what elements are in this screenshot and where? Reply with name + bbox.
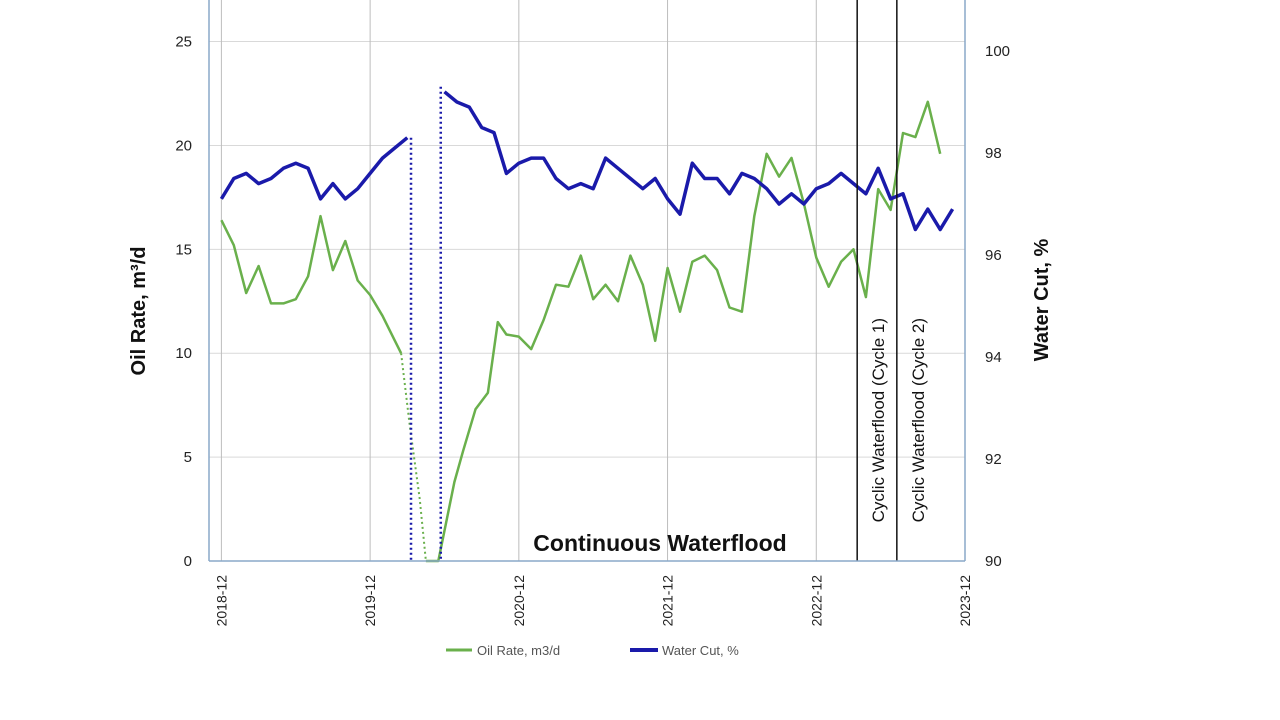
y-right-tick-label: 100 [985, 43, 1010, 60]
y-left-tick-label: 0 [184, 553, 192, 570]
y-right-tick-label: 98 [985, 145, 1002, 162]
oil-rate-dotted-gap [400, 353, 427, 562]
event-label: Cyclic Waterflood (Cycle 1) [869, 318, 888, 522]
continuous-waterflood-label: Continuous Waterflood [533, 530, 786, 556]
y-right-tick-label: 92 [985, 451, 1002, 468]
y-left-tick-label: 10 [175, 345, 192, 362]
water-cut-line [443, 90, 955, 232]
y-right-tick-label: 94 [985, 349, 1002, 366]
x-tick-label: 2019-12 [362, 575, 378, 627]
oil-rate-line [220, 214, 403, 354]
y-right-axis-title: Water Cut, % [1031, 238, 1053, 361]
chart-event-lines: Cyclic Waterflood (Cycle 1) Cyclic Waterf… [856, 0, 928, 561]
chart-legend: Oil Rate, m3/d Water Cut, % [446, 643, 739, 658]
legend-oil-label: Oil Rate, m3/d [477, 643, 560, 658]
legend-water-label: Water Cut, % [662, 643, 739, 658]
x-tick-label: 2022-12 [808, 575, 824, 627]
chart-axes: 0 5 10 15 20 25 90 92 94 96 98 100 2018-12 2019-12 202… [175, 0, 1010, 626]
chart-series [219, 86, 955, 563]
y-right-tick-label: 96 [985, 247, 1002, 264]
x-tick-label: 2021-12 [660, 575, 676, 627]
y-left-tick-label: 5 [184, 449, 192, 466]
event-label: Cyclic Waterflood (Cycle 2) [909, 318, 928, 522]
y-left-axis-title: Oil Rate, m³/d [128, 247, 150, 376]
oil-rate-line [425, 100, 942, 563]
y-left-tick-label: 20 [175, 137, 192, 154]
y-left-tick-label: 25 [175, 34, 192, 51]
y-left-tick-label: 15 [175, 241, 192, 258]
y-right-tick-label: 90 [985, 553, 1002, 570]
x-tick-label: 2023-12 [957, 575, 973, 627]
water-cut-line [219, 136, 409, 201]
x-tick-label: 2020-12 [511, 575, 527, 627]
x-tick-label: 2018-12 [213, 575, 229, 627]
